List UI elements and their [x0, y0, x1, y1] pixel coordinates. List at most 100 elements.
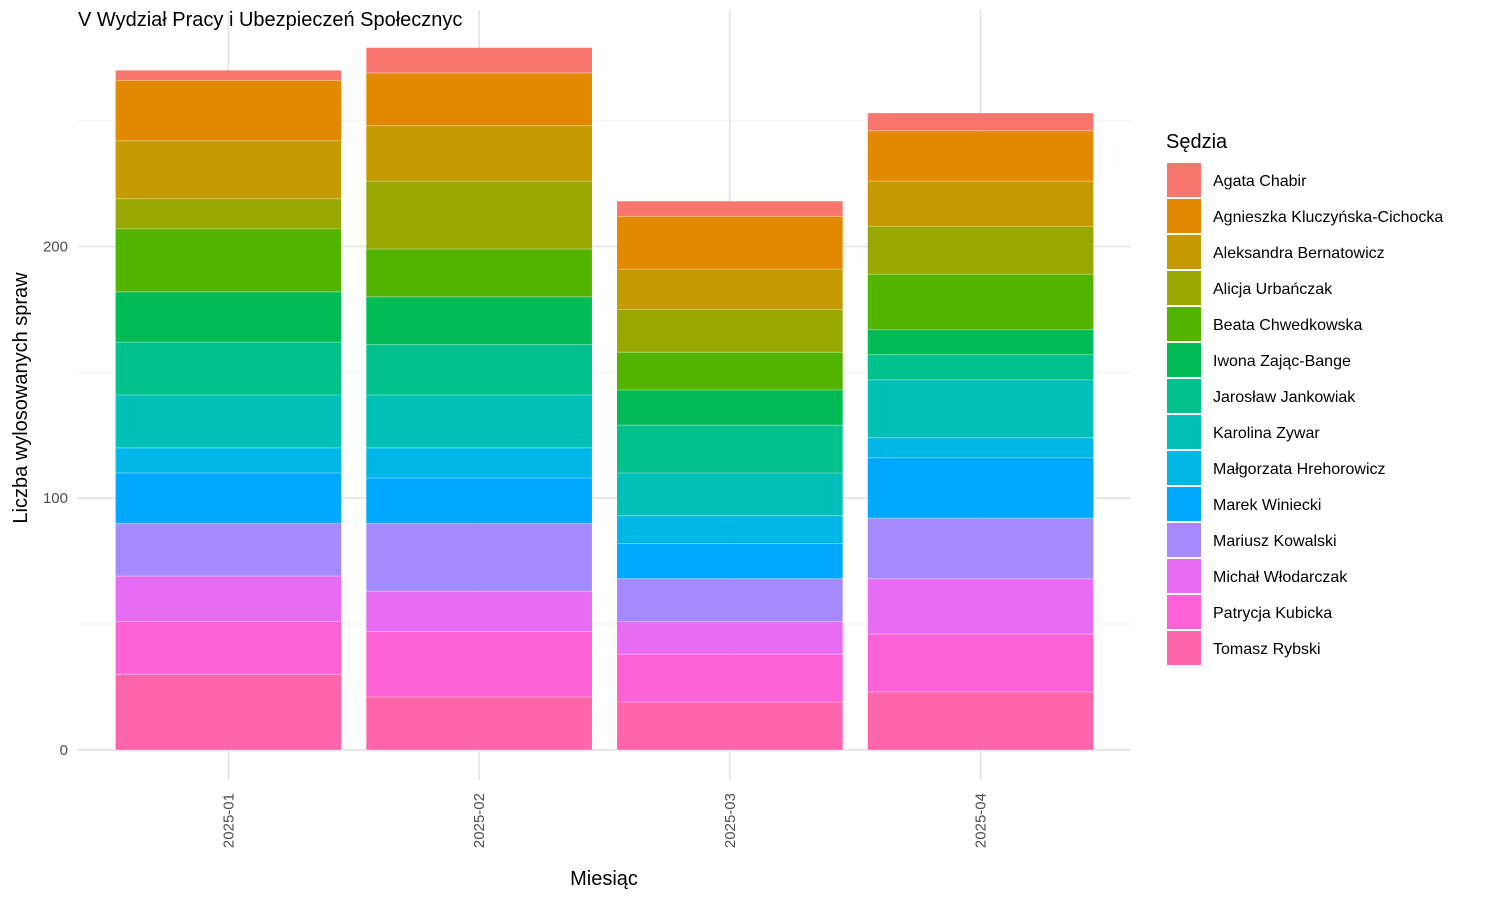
bar-segment — [115, 447, 342, 474]
bar-segment — [617, 269, 843, 310]
legend-swatch — [1167, 487, 1201, 521]
legend-swatch — [1167, 343, 1201, 377]
bar-segment — [366, 47, 592, 73]
legend-swatch — [1167, 523, 1201, 557]
bar-segment — [617, 621, 843, 655]
bar-segment — [366, 447, 592, 479]
bar-segment — [617, 701, 843, 750]
bar-segment — [115, 140, 342, 199]
legend-label: Małgorzata Hrehorowicz — [1213, 461, 1386, 478]
legend-label: Karolina Zywar — [1213, 425, 1320, 442]
bar-segment — [867, 354, 1094, 380]
legend-swatch — [1167, 559, 1201, 593]
legend-swatch — [1167, 379, 1201, 413]
legend-swatch — [1167, 163, 1201, 197]
bar-segment — [617, 389, 843, 426]
bar-segment — [867, 437, 1094, 458]
bar-segment — [366, 125, 592, 182]
bar-segment — [867, 274, 1094, 330]
chart-title: V Wydział Pracy i Ubezpieczeń Społecznyc — [78, 9, 462, 31]
bar-segment — [617, 515, 843, 544]
legend-label: Beata Chwedkowska — [1213, 317, 1363, 334]
bar-segment — [115, 291, 342, 343]
bar-segment — [366, 344, 592, 395]
bar-segment — [366, 249, 592, 297]
legend-label: Patrycja Kubicka — [1213, 605, 1332, 622]
bar-segment — [867, 634, 1094, 692]
legend-swatch — [1167, 307, 1201, 341]
y-tick-label: 100 — [43, 490, 68, 507]
bar-segment — [115, 198, 342, 229]
legend-swatch — [1167, 235, 1201, 269]
bar-segment — [867, 226, 1094, 275]
bar-segment — [617, 578, 843, 622]
legend-swatch — [1167, 595, 1201, 629]
legend-label: Jarosław Jankowiak — [1213, 389, 1356, 406]
bar-segment — [366, 395, 592, 448]
legend-swatch — [1167, 271, 1201, 305]
legend-label: Iwona Zając-Bange — [1213, 353, 1351, 370]
x-axis-title: Miesiąc — [570, 868, 638, 890]
legend-label: Marek Winiecki — [1213, 497, 1321, 514]
legend: Sędzia Agata Chabir Agnieszka Kluczyńska-… — [1166, 131, 1443, 665]
legend-label: Michał Włodarczak — [1213, 569, 1348, 586]
bar-segment — [366, 631, 592, 697]
bar-segment — [617, 309, 843, 353]
bars — [115, 47, 1094, 750]
y-tick-label: 200 — [43, 239, 68, 256]
bar-segment — [115, 228, 342, 292]
legend-label: Alicja Urbańczak — [1213, 281, 1333, 298]
x-tick-label: 2025-02 — [471, 793, 488, 848]
legend-label: Aleksandra Bernatowicz — [1213, 245, 1385, 262]
bar-segment — [617, 543, 843, 579]
x-tick-label: 2025-04 — [973, 793, 990, 848]
x-axis-ticks: 2025-01 2025-02 2025-03 2025-04 — [220, 793, 989, 848]
bar-segment — [115, 473, 342, 524]
bar-segment — [115, 395, 342, 448]
bar-segment — [867, 329, 1094, 355]
bar-segment — [617, 473, 843, 516]
bar-segment — [366, 72, 592, 126]
bar-segment — [867, 578, 1094, 635]
legend-swatch — [1167, 631, 1201, 665]
bar-segment — [366, 478, 592, 524]
bar-segment — [115, 576, 342, 622]
legend-label: Agata Chabir — [1213, 173, 1307, 190]
bar-segment — [617, 654, 843, 702]
legend-label: Tomasz Rybski — [1213, 641, 1321, 658]
bar-segment — [867, 113, 1094, 131]
x-tick-label: 2025-03 — [722, 793, 739, 848]
bar-segment — [115, 523, 342, 577]
legend-label: Mariusz Kowalski — [1213, 533, 1337, 550]
bar-segment — [366, 523, 592, 592]
legend-swatch — [1167, 199, 1201, 233]
y-tick-label: 0 — [60, 742, 68, 759]
legend-swatch — [1167, 451, 1201, 485]
bar-segment — [867, 691, 1094, 750]
bar-segment — [867, 457, 1094, 519]
bar-segment — [617, 352, 843, 390]
bar-segment — [115, 342, 342, 395]
legend-title: Sędzia — [1166, 131, 1228, 153]
bar-segment — [115, 70, 342, 81]
bar-segment — [115, 621, 342, 675]
bar-segment — [867, 130, 1094, 182]
bar-segment — [366, 181, 592, 250]
bar-segment — [366, 591, 592, 632]
legend-swatch — [1167, 415, 1201, 449]
bar-segment — [617, 216, 843, 270]
y-axis-ticks: 0 100 200 — [43, 239, 68, 759]
bar-segment — [867, 518, 1094, 579]
bar-segment — [617, 425, 843, 474]
bar-segment — [366, 696, 592, 750]
bar-segment — [115, 80, 342, 141]
bar-segment — [867, 181, 1094, 227]
bar-segment — [115, 674, 342, 750]
bar-segment — [617, 201, 843, 217]
y-axis-title: Liczba wylosowanych spraw — [10, 272, 32, 524]
x-tick-label: 2025-01 — [220, 793, 237, 848]
legend-label: Agnieszka Kluczyńska-Cichocka — [1213, 209, 1443, 226]
bar-segment — [366, 296, 592, 345]
bar-segment — [867, 379, 1094, 438]
